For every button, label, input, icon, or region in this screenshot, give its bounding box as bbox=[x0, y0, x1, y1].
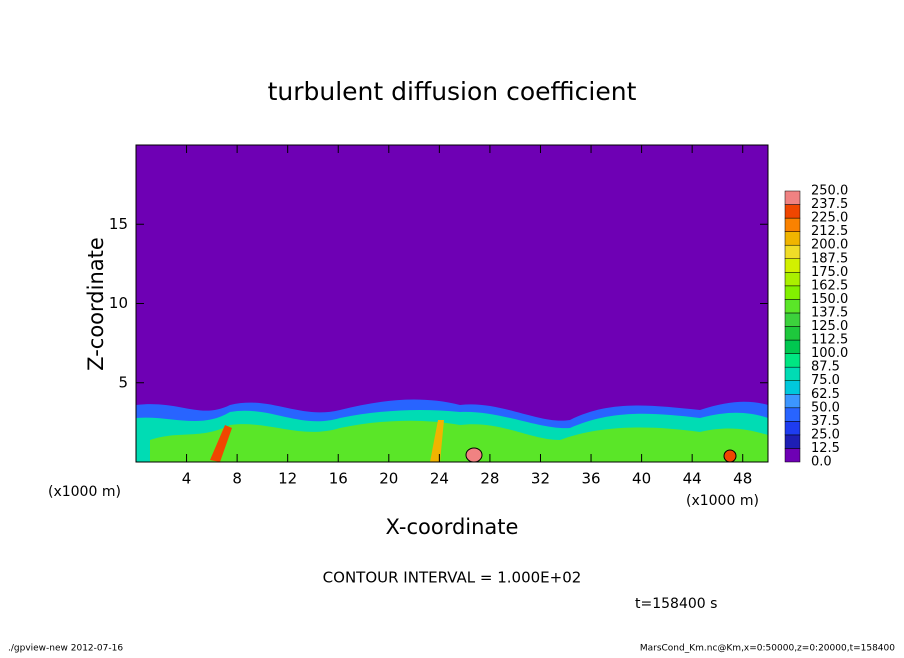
colorbar-swatch bbox=[784, 244, 801, 259]
x-tick-label: 4 bbox=[182, 470, 192, 488]
colorbar-swatch bbox=[784, 190, 801, 205]
colorbar-swatch bbox=[784, 258, 801, 273]
colorbar-swatch bbox=[784, 204, 801, 219]
y-tick-label: 5 bbox=[118, 373, 128, 391]
colorbar-label: 237.5 bbox=[811, 197, 848, 212]
colorbar-swatch bbox=[784, 353, 801, 368]
chart-title: turbulent diffusion coefficient bbox=[268, 77, 637, 106]
colorbar-swatch bbox=[784, 339, 801, 354]
x-tick-label: 16 bbox=[329, 470, 348, 488]
x-unit-label: (x1000 m) bbox=[686, 493, 759, 509]
x-tick-label: 48 bbox=[733, 470, 752, 488]
y-tick-label: 10 bbox=[109, 294, 128, 312]
field bbox=[136, 145, 768, 463]
colorbar-swatch bbox=[784, 366, 801, 381]
field-region bbox=[465, 447, 483, 463]
colorbar-swatch bbox=[784, 407, 801, 422]
x-tick-label: 8 bbox=[232, 470, 242, 488]
colorbar-label: 250.0 bbox=[811, 184, 848, 199]
x-tick-label: 28 bbox=[480, 470, 499, 488]
colorbar-swatch bbox=[784, 380, 801, 395]
x-unit-label: (x1000 m) bbox=[48, 484, 121, 500]
colorbar-label: 100.0 bbox=[811, 346, 848, 361]
footer-left: ./gpview-new 2012-07-16 bbox=[8, 644, 123, 654]
colorbar-label: 12.5 bbox=[811, 441, 840, 456]
colorbar-label: 162.5 bbox=[811, 278, 848, 293]
x-tick-label: 44 bbox=[683, 470, 702, 488]
x-tick-label: 24 bbox=[430, 470, 449, 488]
y-axis-label: Z-coordinate bbox=[84, 237, 108, 371]
colorbar-swatch bbox=[784, 394, 801, 409]
colorbar-label: 25.0 bbox=[811, 427, 840, 442]
x-tick-label: 12 bbox=[278, 470, 297, 488]
colorbar-swatch bbox=[784, 448, 801, 463]
field-region bbox=[210, 425, 232, 462]
y-tick-label: 15 bbox=[109, 215, 128, 233]
colorbar-label: 87.5 bbox=[811, 360, 840, 375]
field-region bbox=[723, 449, 737, 463]
colorbar-label: 112.5 bbox=[811, 333, 848, 348]
colorbar-swatch bbox=[784, 299, 801, 314]
colorbar-label: 150.0 bbox=[811, 292, 848, 307]
colorbar-label: 200.0 bbox=[811, 238, 848, 253]
colorbar-label: 187.5 bbox=[811, 251, 848, 266]
colorbar-swatch bbox=[784, 326, 801, 341]
footer-right: MarsCond_Km.nc@Km,x=0:50000,z=0:20000,t=… bbox=[640, 644, 895, 654]
colorbar-label: 137.5 bbox=[811, 305, 848, 320]
colorbar-swatch bbox=[784, 217, 801, 232]
field-region bbox=[150, 420, 768, 462]
colorbar-label: 62.5 bbox=[811, 387, 840, 402]
colorbar-swatch bbox=[784, 312, 801, 327]
colorbar-label: 175.0 bbox=[811, 265, 848, 280]
colorbar-label: 212.5 bbox=[811, 224, 848, 239]
colorbar-label: 0.0 bbox=[811, 455, 832, 470]
x-axis-label: X-coordinate bbox=[386, 515, 519, 539]
colorbar-label: 50.0 bbox=[811, 400, 840, 415]
time-label: t=158400 s bbox=[635, 596, 717, 612]
x-tick-label: 36 bbox=[581, 470, 600, 488]
colorbar-swatch bbox=[784, 434, 801, 449]
colorbar-label: 125.0 bbox=[811, 319, 848, 334]
colorbar-label: 225.0 bbox=[811, 211, 848, 226]
field-region bbox=[430, 420, 444, 462]
colorbar-label: 75.0 bbox=[811, 373, 840, 388]
colorbar-swatch bbox=[784, 421, 801, 436]
x-tick-label: 40 bbox=[632, 470, 651, 488]
colorbar-swatch bbox=[784, 272, 801, 287]
colorbar-swatch bbox=[784, 285, 801, 300]
contour-interval: CONTOUR INTERVAL = 1.000E+02 bbox=[323, 569, 582, 587]
x-tick-label: 20 bbox=[379, 470, 398, 488]
colorbar-swatch bbox=[784, 231, 801, 246]
x-tick-label: 32 bbox=[531, 470, 550, 488]
colorbar-label: 37.5 bbox=[811, 414, 840, 429]
